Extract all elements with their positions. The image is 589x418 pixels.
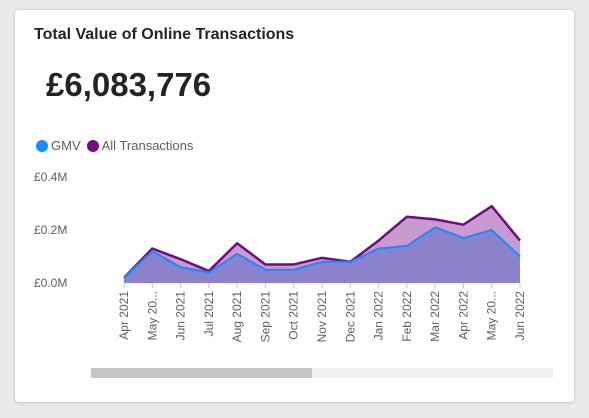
card-title: Total Value of Online Transactions bbox=[34, 26, 295, 43]
x-tick-label: Apr 2022 bbox=[456, 291, 470, 340]
x-tick-label: Feb 2022 bbox=[400, 291, 414, 342]
legend-item-all-transactions[interactable]: All Transactions bbox=[86, 138, 194, 153]
x-tick-label: Nov 2021 bbox=[315, 291, 329, 343]
area-chart: £0.0M £0.2M £0.4M Apr 2021 May 20... Jun 2021… bbox=[34, 170, 527, 343]
legend-item-gmv[interactable]: GMV bbox=[36, 138, 81, 153]
x-tick-label: Jul 2021 bbox=[202, 291, 216, 337]
series-line-gmv bbox=[123, 226, 521, 279]
x-tick-label: Oct 2021 bbox=[287, 291, 301, 340]
scrollbar-thumb[interactable] bbox=[91, 368, 312, 378]
x-tick-label: Jan 2022 bbox=[372, 291, 386, 341]
horizontal-scrollbar[interactable] bbox=[91, 368, 553, 378]
x-tick-label: Jun 2021 bbox=[174, 291, 188, 341]
x-tick-label: Mar 2022 bbox=[428, 291, 442, 342]
visual-card: Total Value of Online Transactions £6,08… bbox=[15, 10, 574, 402]
y-tick-label: £0.2M bbox=[34, 223, 67, 237]
x-tick-label: Aug 2021 bbox=[230, 291, 244, 343]
series-area-gmv bbox=[124, 227, 520, 283]
x-tick-label: Sep 2021 bbox=[258, 291, 272, 343]
legend-label: All Transactions bbox=[101, 138, 194, 153]
y-tick-label: £0.0M bbox=[34, 276, 67, 290]
kpi-value: £6,083,776 bbox=[46, 66, 212, 103]
x-tick-label: Apr 2021 bbox=[117, 291, 131, 340]
series-line-all-transactions bbox=[123, 204, 521, 279]
x-tick-label: May 20... bbox=[145, 291, 159, 340]
legend-marker-icon bbox=[86, 139, 99, 152]
x-tick-label: Jun 2022 bbox=[513, 291, 527, 341]
chart-legend: GMV All Transactions bbox=[36, 138, 199, 153]
x-tick-label: May 20... bbox=[485, 291, 499, 340]
legend-marker-icon bbox=[36, 139, 48, 152]
x-tick-label: Dec 2021 bbox=[343, 291, 357, 343]
y-tick-label: £0.4M bbox=[34, 170, 67, 184]
legend-label: GMV bbox=[51, 138, 81, 153]
